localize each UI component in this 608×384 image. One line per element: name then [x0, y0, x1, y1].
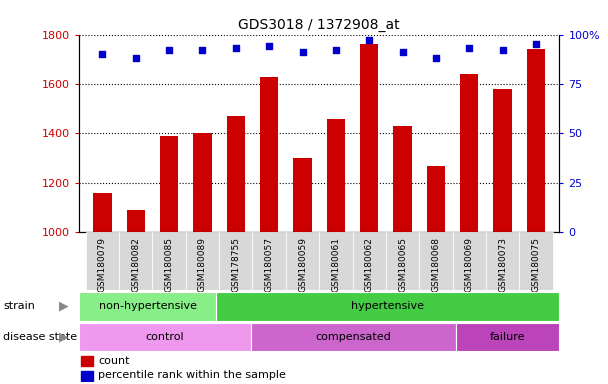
Bar [227, 116, 245, 232]
Point [431, 55, 441, 61]
Point [364, 37, 374, 43]
Bar [457, 323, 559, 351]
Bar [319, 232, 353, 290]
Bar [460, 74, 478, 232]
Point [331, 47, 340, 53]
Bar [79, 292, 216, 321]
Bar [126, 210, 145, 232]
Bar [119, 232, 153, 290]
Text: GSM180065: GSM180065 [398, 237, 407, 292]
Bar [393, 126, 412, 232]
Bar [286, 232, 319, 290]
Point [531, 41, 541, 48]
Bar [486, 232, 519, 290]
Bar [353, 232, 386, 290]
Text: GSM180079: GSM180079 [98, 237, 107, 292]
Bar [153, 232, 186, 290]
Bar [494, 89, 512, 232]
Bar [86, 232, 119, 290]
Bar [420, 232, 452, 290]
Bar [326, 119, 345, 232]
Point [131, 55, 140, 61]
Text: GSM180057: GSM180057 [264, 237, 274, 292]
Text: GSM180085: GSM180085 [165, 237, 174, 292]
Text: failure: failure [490, 332, 526, 342]
Text: ▶: ▶ [59, 300, 69, 313]
Point [264, 43, 274, 50]
Bar [219, 232, 252, 290]
Text: GSM180059: GSM180059 [298, 237, 307, 292]
Bar [260, 76, 278, 232]
Text: GSM180068: GSM180068 [432, 237, 440, 292]
Bar [519, 232, 553, 290]
Text: count: count [98, 356, 130, 366]
Point [398, 49, 407, 55]
Text: disease state: disease state [3, 332, 77, 342]
Point [97, 51, 107, 58]
Text: GSM180061: GSM180061 [331, 237, 340, 292]
Point [198, 47, 207, 53]
Bar [160, 136, 178, 232]
Bar [252, 232, 286, 290]
Point [298, 49, 308, 55]
Text: GSM180062: GSM180062 [365, 237, 374, 292]
Bar [216, 292, 559, 321]
Text: non-hypertensive: non-hypertensive [98, 301, 196, 311]
Bar [293, 158, 312, 232]
Bar [193, 134, 212, 232]
Text: GSM180082: GSM180082 [131, 237, 140, 292]
Point [231, 45, 241, 51]
Point [164, 47, 174, 53]
Bar [386, 232, 420, 290]
Text: hypertensive: hypertensive [351, 301, 424, 311]
Text: percentile rank within the sample: percentile rank within the sample [98, 371, 286, 381]
Bar [452, 232, 486, 290]
Text: GSM180073: GSM180073 [498, 237, 507, 292]
Bar [186, 232, 219, 290]
Text: GSM178755: GSM178755 [231, 237, 240, 292]
Bar [427, 166, 445, 232]
Point [498, 47, 508, 53]
Text: control: control [145, 332, 184, 342]
Bar [360, 45, 378, 232]
Title: GDS3018 / 1372908_at: GDS3018 / 1372908_at [238, 18, 400, 32]
Text: GSM180069: GSM180069 [465, 237, 474, 292]
Bar [79, 323, 250, 351]
Point [465, 45, 474, 51]
Bar [81, 371, 93, 381]
Bar [81, 356, 93, 366]
Text: compensated: compensated [316, 332, 392, 342]
Text: GSM180075: GSM180075 [531, 237, 541, 292]
Bar [527, 50, 545, 232]
Bar [93, 193, 111, 232]
Bar [250, 323, 457, 351]
Text: GSM180089: GSM180089 [198, 237, 207, 292]
Text: strain: strain [3, 301, 35, 311]
Text: ▶: ▶ [59, 331, 69, 343]
